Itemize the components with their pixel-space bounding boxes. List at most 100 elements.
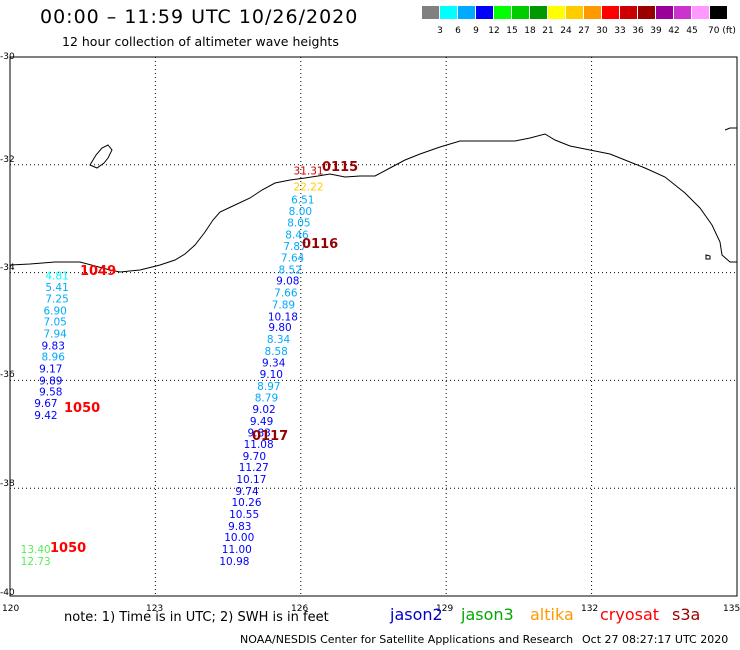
wave-height-value: 8.97	[257, 381, 280, 393]
pass-time-label: 0116	[302, 237, 338, 252]
legend-s3a: s3a	[672, 605, 701, 624]
wave-height-value: 11.00	[222, 544, 252, 556]
wave-height-value: 7.25	[45, 293, 68, 305]
legend-label: 21	[542, 26, 554, 36]
mainland-coastline	[9, 133, 737, 273]
peninsula-coastline	[724, 127, 737, 131]
pass-labels: 0115 0116 0117 1049 1050 1050	[50, 160, 358, 556]
legend-label: 33	[614, 26, 626, 36]
wave-height-value: 7.64	[281, 253, 305, 265]
wave-height-value: 13.40	[21, 544, 51, 556]
legend-swatch	[530, 6, 547, 19]
wave-height-value: 9.08	[276, 276, 299, 288]
wave-height-value: 9.58	[39, 387, 62, 399]
wave-height-value: 9.83	[228, 521, 251, 533]
observations: 31.3122.226.518.008.058.467.877.648.529.…	[21, 166, 324, 568]
wave-height-value: 10.17	[236, 474, 266, 486]
wave-height-value: 10.98	[219, 556, 249, 568]
legend-swatch	[512, 6, 529, 19]
lat-label-36: -36	[0, 370, 15, 380]
lat-label-32: -32	[0, 155, 15, 165]
wave-height-value: 8.34	[267, 334, 291, 346]
legend-swatch	[710, 6, 727, 19]
wave-height-value: 7.87	[283, 241, 306, 253]
legend-swatch	[476, 6, 493, 19]
wave-height-value: 9.67	[34, 398, 57, 410]
wave-height-value: 9.80	[268, 322, 291, 334]
wave-height-value: 6.51	[291, 194, 314, 206]
island-coastline	[89, 144, 113, 169]
legend-swatch	[548, 6, 565, 19]
wave-height-value: 9.70	[243, 451, 266, 463]
credit-line: NOAA/NESDIS Center for Satellite Applica…	[240, 633, 574, 646]
chart-subtitle: 12 hour collection of altimeter wave hei…	[62, 34, 339, 49]
legend-jason3: jason3	[461, 605, 514, 624]
wave-height-value: 7.05	[43, 317, 66, 329]
legend-swatch	[692, 6, 709, 19]
wave-height-value: 9.74	[235, 486, 259, 498]
legend-label: 18	[524, 26, 536, 36]
wave-height-value: 7.94	[43, 329, 67, 341]
lon-label-126: 126	[291, 604, 309, 614]
lon-label-129: 129	[436, 604, 454, 614]
wave-height-value: 10.55	[229, 509, 259, 521]
legend-label: 42	[668, 26, 680, 36]
lat-label-30: -30	[0, 52, 15, 62]
legend-swatch	[620, 6, 637, 19]
legend-cryosat: cryosat	[600, 605, 660, 624]
wave-height-value: 9.17	[39, 364, 62, 376]
legend-label: 3	[437, 26, 443, 36]
graticule	[10, 57, 737, 596]
wave-height-value: 9.42	[34, 410, 57, 422]
lat-label-38: -38	[0, 479, 15, 489]
legend-swatch	[440, 6, 457, 19]
wave-height-value: 10.18	[268, 311, 298, 323]
legend-swatch	[656, 6, 673, 19]
pass-time-label: 1050	[50, 541, 86, 556]
map-frame	[9, 56, 738, 597]
wave-height-value: 9.02	[252, 404, 275, 416]
wave-height-value: 11.08	[244, 439, 274, 451]
legend-swatch	[638, 6, 655, 19]
wave-height-value: 7.89	[272, 299, 295, 311]
legend-swatch	[584, 6, 601, 19]
wave-height-value: 8.79	[255, 393, 278, 405]
lon-label-123: 123	[146, 604, 164, 614]
lon-label-120: 120	[2, 604, 20, 614]
legend-label: 39	[650, 26, 662, 36]
wave-height-value: 9.89	[39, 375, 62, 387]
lon-label-135: 135	[723, 604, 740, 614]
legend-label: 12	[488, 26, 500, 36]
legend-label: 70 (ft)	[708, 26, 736, 36]
legend-label: 9	[473, 26, 479, 36]
lat-label-34: -34	[0, 263, 15, 273]
legend-swatch	[458, 6, 475, 19]
legend-label: 36	[632, 26, 644, 36]
legend-label: 24	[560, 26, 572, 36]
pass-time-label: 1049	[80, 264, 116, 279]
pass-time-label: 0117	[252, 429, 288, 444]
wave-height-value: 10.26	[231, 497, 261, 509]
legend-swatch	[422, 6, 439, 19]
legend-jason2: jason2	[390, 605, 443, 624]
wave-height-value: 5.41	[45, 282, 68, 294]
generated-timestamp: Oct 27 08:27:17 UTC 2020	[582, 633, 729, 646]
units-note: note: 1) Time is in UTC; 2) SWH is in fe…	[64, 610, 329, 625]
legend-label: 30	[596, 26, 608, 36]
legend-label: 6	[455, 26, 461, 36]
wave-height-value: 9.83	[247, 428, 270, 440]
wave-height-value: 6.90	[43, 305, 66, 317]
wave-height-value: 7.66	[274, 288, 298, 300]
wave-height-value: 8.05	[287, 217, 310, 229]
wave-height-value: 22.22	[294, 181, 324, 193]
wave-height-value: 11.27	[239, 462, 269, 474]
legend-label: 45	[686, 26, 698, 36]
wave-height-value: 8.96	[42, 352, 66, 364]
wave-height-value: 31.31	[294, 166, 324, 178]
wave-height-value: 9.10	[260, 369, 283, 381]
wave-height-value: 9.49	[250, 416, 273, 428]
wave-height-value: 9.34	[262, 358, 286, 370]
wave-height-value: 8.52	[279, 264, 302, 276]
lon-label-132: 132	[581, 604, 599, 614]
